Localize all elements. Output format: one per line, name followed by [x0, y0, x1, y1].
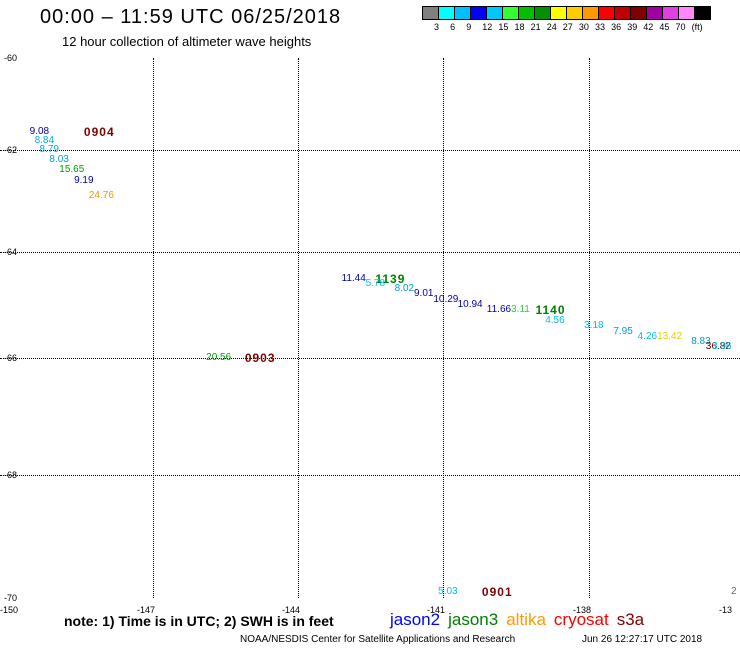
- color-legend-labels: 3 6 9 12 15 18 21 24 27 30 33 36 39 42 45 70 (ft): [422, 22, 740, 34]
- latitude-gridline: [0, 358, 740, 359]
- wave-height-value: 9.01: [414, 288, 434, 300]
- legend-swatch: [694, 6, 711, 20]
- wave-height-value: 10.29: [433, 293, 459, 305]
- latitude-tick-label: -62: [4, 145, 18, 155]
- longitude-tick-label: -147: [137, 605, 156, 615]
- color-legend: [422, 6, 711, 20]
- wave-height-value: 4.26: [637, 330, 658, 342]
- legend-swatch: [614, 6, 631, 20]
- wave-height-value: 8.84: [34, 134, 55, 146]
- satellite-jason2: jason2: [390, 610, 441, 629]
- legend-label: 70: [675, 22, 686, 32]
- legend-swatch: [454, 6, 471, 20]
- latitude-gridline: [0, 475, 740, 476]
- wave-height-value: 36.82: [705, 341, 731, 353]
- wave-height-value: 3.11: [511, 304, 530, 316]
- credit-text: NOAA/NESDIS Center for Satellite Applica…: [240, 634, 516, 645]
- legend-label: 12: [482, 22, 493, 32]
- latitude-gridline: [0, 150, 740, 151]
- pass-time-label: 0903: [244, 351, 276, 365]
- latitude-tick-label: -64: [4, 247, 18, 257]
- legend-label: 42: [643, 22, 654, 32]
- wave-height-value: 4.56: [545, 314, 565, 326]
- legend-swatch: [662, 6, 679, 20]
- longitude-gridline: [298, 58, 299, 598]
- longitude-tick-label: -138: [573, 605, 592, 615]
- wave-height-value: 11.66: [486, 304, 512, 316]
- legend-label: 30: [578, 22, 589, 32]
- wave-height-value: 24.76: [88, 189, 114, 201]
- wave-height-value: 3.18: [584, 320, 604, 332]
- legend-label: 33: [595, 22, 606, 32]
- latitude-tick-label: -70: [4, 593, 18, 603]
- satellite-cryosat: cryosat: [553, 610, 609, 629]
- latitude-gridline: [0, 252, 740, 253]
- wave-height-value: 9.19: [74, 174, 94, 186]
- corner-label: 2: [731, 586, 737, 597]
- wave-height-value: 15.65: [59, 164, 85, 176]
- longitude-gridline: [589, 58, 590, 598]
- longitude-tick-label: -150: [0, 605, 19, 615]
- wave-height-value: 3.96: [712, 341, 732, 353]
- satellite-altika: altika: [506, 610, 546, 629]
- wave-height-value: 8.79: [39, 144, 59, 155]
- satellite-s3a: s3a: [616, 610, 645, 629]
- legend-label: 3: [434, 22, 440, 32]
- page-subtitle: 12 hour collection of altimeter wave hei…: [62, 34, 312, 49]
- legend-swatch: [470, 6, 487, 20]
- longitude-gridline: [443, 58, 444, 598]
- latitude-tick-label: -68: [4, 470, 18, 480]
- legend-swatch: [582, 6, 599, 20]
- legend-swatch: [566, 6, 583, 20]
- wave-height-value: 8.02: [394, 283, 415, 295]
- wave-height-value: 9.08: [29, 125, 50, 137]
- pass-time-label: 1140: [535, 303, 566, 318]
- latitude-tick-label: -60: [4, 53, 18, 63]
- legend-label: (ft): [691, 22, 703, 32]
- legend-swatch: [598, 6, 615, 20]
- legend-swatch: [646, 6, 663, 20]
- legend-label: 27: [562, 22, 573, 32]
- footer-note: note: 1) Time is in UTC; 2) SWH is in fe…: [64, 613, 334, 629]
- legend-label: 9: [466, 22, 472, 32]
- wave-height-value: 8.03: [49, 154, 69, 166]
- legend-swatch: [438, 6, 455, 20]
- longitude-tick-label: -141: [427, 605, 446, 615]
- pass-time-label: 0901: [481, 584, 513, 599]
- legend-swatch: [518, 6, 535, 20]
- legend-label: 18: [514, 22, 525, 32]
- legend-swatch: [630, 6, 647, 20]
- page-title: 00:00 – 11:59 UTC 06/25/2018: [40, 6, 342, 28]
- wave-height-value: 13.42: [657, 330, 683, 342]
- legend-label: 36: [611, 22, 622, 32]
- credit-timestamp: Jun 26 12:27:17 UTC 2018: [582, 634, 703, 645]
- legend-swatch: [422, 6, 439, 20]
- legend-swatch: [678, 6, 695, 20]
- wave-height-value: 10.94: [457, 299, 483, 310]
- legend-label: 24: [546, 22, 557, 32]
- legend-swatch: [550, 6, 567, 20]
- legend-swatch: [502, 6, 519, 20]
- legend-label: 45: [659, 22, 670, 32]
- legend-label: 6: [450, 22, 456, 32]
- wave-height-value: 20.56: [206, 352, 232, 363]
- pass-time-label: 0904: [83, 124, 115, 139]
- wave-height-value: 11.44: [341, 272, 366, 284]
- legend-swatch: [486, 6, 503, 20]
- wave-height-value: 8.83: [691, 336, 711, 348]
- latitude-tick-label: -66: [4, 353, 18, 363]
- wave-height-value: 5.03: [438, 585, 458, 597]
- legend-label: 21: [530, 22, 541, 32]
- legend-swatch: [534, 6, 551, 20]
- satellite-key: jason2 jason3 altika cryosat s3a: [390, 610, 652, 630]
- pass-time-label: 1139: [375, 271, 406, 286]
- longitude-gridline: [153, 58, 154, 598]
- longitude-tick-label: -144: [282, 605, 301, 615]
- legend-label: 15: [498, 22, 509, 32]
- wave-height-value: 5.78: [365, 277, 386, 289]
- satellite-jason3: jason3: [448, 610, 499, 629]
- wave-height-value: 7.95: [613, 325, 633, 337]
- legend-label: 39: [627, 22, 638, 32]
- longitude-tick-label: -13: [719, 605, 733, 615]
